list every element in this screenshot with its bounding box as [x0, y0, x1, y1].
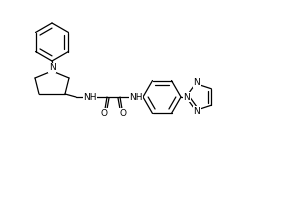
Text: N: N: [49, 64, 56, 72]
Text: NH: NH: [83, 92, 97, 102]
Text: N: N: [193, 78, 200, 87]
Text: O: O: [100, 108, 107, 117]
Text: N: N: [193, 107, 200, 116]
Text: O: O: [119, 108, 127, 117]
Text: N: N: [184, 92, 190, 102]
Text: NH: NH: [129, 92, 143, 102]
